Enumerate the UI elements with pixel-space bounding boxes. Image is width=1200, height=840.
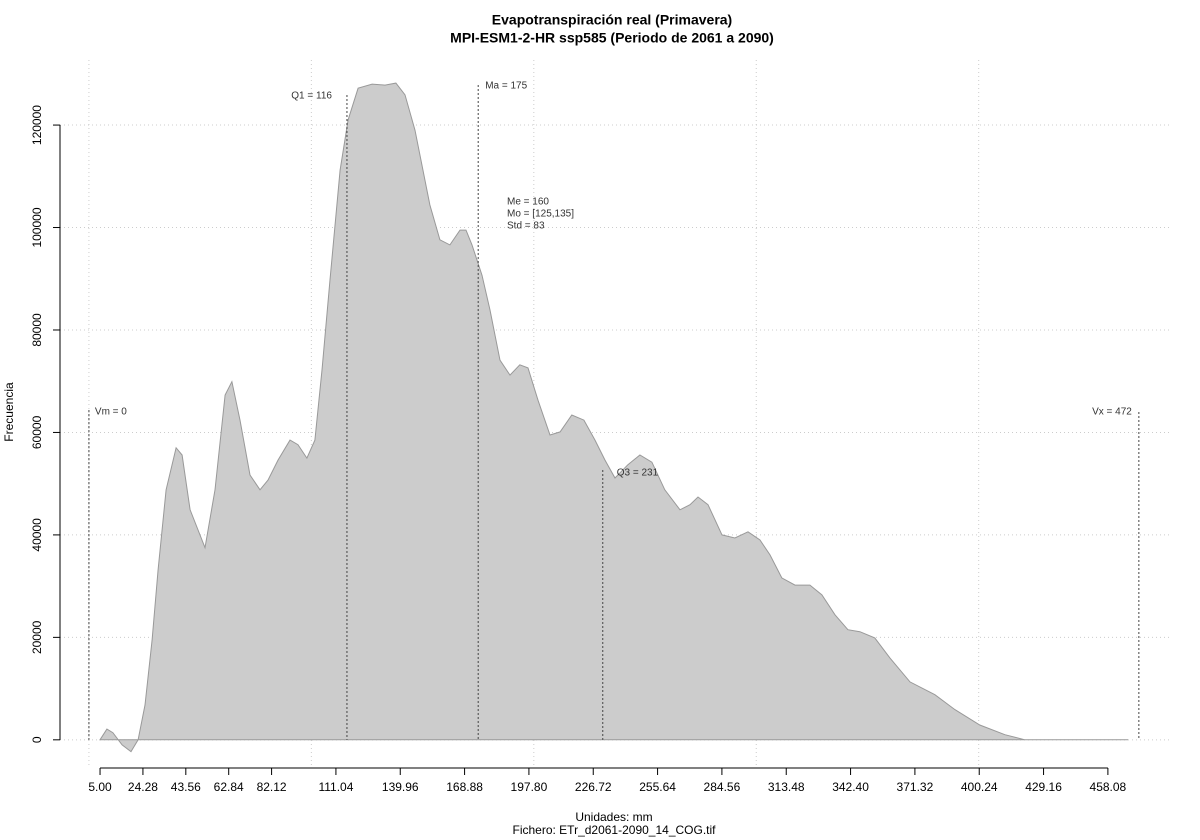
y-tick-label: 40000 [30, 518, 44, 552]
y-tick-label: 80000 [30, 313, 44, 347]
x-tick-label: 62.84 [214, 780, 244, 794]
x-tick-label: 82.12 [257, 780, 287, 794]
x-tick-label: 313.48 [768, 780, 805, 794]
x-tick-label: 255.64 [639, 780, 676, 794]
x-tick-label: 139.96 [382, 780, 419, 794]
x-tick-label: 342.40 [832, 780, 869, 794]
x-tick-label: 226.72 [575, 780, 612, 794]
x-tick-label: 24.28 [128, 780, 158, 794]
x-axis-label: Unidades: mm [575, 810, 652, 824]
stat-label: Mo = [125,135] [507, 209, 574, 220]
chart-subtitle: MPI-ESM1-2-HR ssp585 (Periodo de 2061 a … [450, 30, 774, 46]
x-tick-label: 111.04 [318, 780, 353, 794]
stat-label: Me = 160 [507, 197, 549, 208]
x-tick-label: 197.80 [511, 780, 548, 794]
marker-label: Q1 = 116 [291, 91, 332, 102]
chart-title: Evapotranspiración real (Primavera) [492, 12, 732, 28]
x-tick-label: 284.56 [704, 780, 741, 794]
x-tick-label: 371.32 [897, 780, 934, 794]
marker-label: Ma = 175 [485, 81, 527, 92]
x-tick-label: 400.24 [961, 780, 998, 794]
y-axis-label: Frecuencia [2, 382, 16, 442]
x-tick-label: 458.08 [1090, 780, 1127, 794]
density-area [99, 82, 1128, 753]
marker-label: Vx = 472 [1092, 407, 1132, 418]
x-tick-label: 5.00 [88, 780, 112, 794]
y-tick-label: 120000 [30, 105, 44, 145]
y-tick-label: 60000 [30, 415, 44, 449]
marker-label: Vm = 0 [95, 407, 127, 418]
x-tick-label: 429.16 [1025, 780, 1062, 794]
y-tick-label: 100000 [30, 207, 44, 247]
stat-label: Std = 83 [507, 221, 545, 232]
x-tick-label: 168.88 [446, 780, 483, 794]
marker-label: Q3 = 231 [617, 468, 659, 479]
caption: Fichero: ETr_d2061-2090_14_COG.tif [513, 823, 717, 837]
y-tick-label: 0 [30, 736, 44, 743]
y-tick-label: 20000 [30, 620, 44, 654]
x-tick-label: 43.56 [171, 780, 201, 794]
